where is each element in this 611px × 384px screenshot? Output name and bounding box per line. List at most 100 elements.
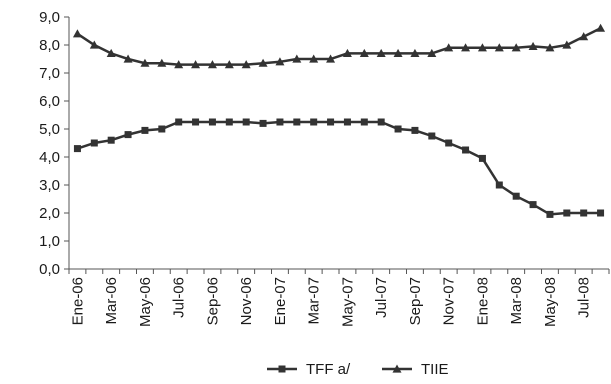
tiie-point — [241, 60, 251, 69]
axes-layer: 0,0 1,0 2,0 3,0 4,0 5,0 6,0 7,0 8,0 9,0 Ene-06 Mar-… — [39, 9, 610, 327]
y-tick-label: 9,0 — [39, 9, 60, 26]
tiie-point — [393, 48, 403, 57]
legend-item: TIIE — [382, 361, 449, 378]
tff-point — [394, 125, 402, 133]
y-tick-label: 3,0 — [39, 177, 60, 194]
tiie-point — [477, 43, 487, 52]
tff-point — [462, 146, 470, 154]
tiie-point — [140, 58, 150, 67]
legend: TFF a/TIIE — [267, 361, 449, 378]
tff-point — [310, 118, 318, 126]
tff-point — [192, 118, 200, 126]
tff-point — [276, 118, 284, 126]
tiie-point — [444, 43, 454, 52]
tff-point — [73, 145, 81, 153]
tiie-point — [427, 48, 437, 57]
x-tick-label: Ene-06 — [69, 277, 86, 325]
tff-point — [360, 118, 368, 126]
tiie-point — [562, 40, 572, 49]
tiie-point — [410, 48, 420, 57]
x-tick-label: Sep-07 — [407, 277, 424, 325]
tiie-point — [461, 43, 471, 52]
tff-point — [445, 139, 453, 147]
y-tick-label: 2,0 — [39, 205, 60, 222]
series-tiie — [72, 23, 606, 69]
y-tick-label: 8,0 — [39, 37, 60, 54]
x-tick-label: Mar-06 — [103, 277, 120, 325]
tff-point — [580, 209, 588, 217]
tff-point — [141, 126, 149, 134]
tff-point — [259, 119, 267, 127]
x-tick-label: May-08 — [542, 277, 559, 327]
y-tick-label: 4,0 — [39, 149, 60, 166]
series-tff — [73, 118, 605, 218]
x-tick-label: Ene-08 — [474, 277, 491, 325]
x-tick-label: Ene-07 — [272, 277, 289, 325]
tiie-point — [511, 43, 521, 52]
tff-point — [175, 118, 183, 126]
tiie-point — [224, 60, 234, 69]
tiie-point — [207, 60, 217, 69]
tiie-point — [106, 48, 116, 57]
x-tick-label: May-06 — [137, 277, 154, 327]
tff-point — [225, 118, 233, 126]
tiie-point — [72, 29, 82, 38]
tiie-point — [342, 48, 352, 57]
tff-point — [411, 126, 419, 134]
tiie-point — [326, 54, 336, 63]
tff-point — [242, 118, 250, 126]
legend-item: TFF a/ — [267, 361, 351, 378]
x-tick-label: Jul-06 — [171, 277, 188, 318]
y-tick-label: 5,0 — [39, 121, 60, 138]
tff-point — [208, 118, 216, 126]
tiie-point — [376, 48, 386, 57]
tff-point — [478, 154, 486, 162]
tiie-point — [275, 57, 285, 66]
legend-marker — [392, 364, 402, 373]
tff-point — [377, 118, 385, 126]
tff-point — [327, 118, 335, 126]
x-tick-label: May-07 — [339, 277, 356, 327]
tff-point — [495, 181, 503, 189]
tiie-point — [292, 54, 302, 63]
tiie-point — [359, 48, 369, 57]
tiie-point — [174, 60, 184, 69]
tiie-point — [123, 54, 133, 63]
tiie-point — [191, 60, 201, 69]
tff-point — [597, 209, 605, 217]
x-tick-label: Nov-07 — [441, 277, 458, 325]
tff-point — [563, 209, 571, 217]
tff-point — [512, 192, 520, 200]
tff-point — [293, 118, 301, 126]
legend-label: TFF a/ — [306, 361, 351, 378]
x-tick-label: Mar-08 — [508, 277, 525, 325]
tiie-point — [157, 58, 167, 67]
series-line — [76, 27, 602, 66]
tff-point — [107, 136, 115, 144]
series-line — [77, 120, 601, 216]
y-tick-label: 1,0 — [39, 233, 60, 250]
tiie-point — [528, 41, 538, 50]
x-tick-label: Mar-07 — [306, 277, 323, 325]
tiie-point — [545, 43, 555, 52]
tiie-point — [596, 23, 606, 32]
tiie-point — [309, 54, 319, 63]
x-tick-label: Jul-07 — [373, 277, 390, 318]
tiie-point — [579, 32, 589, 41]
tff-point — [529, 201, 537, 209]
x-tick-label: Jul-08 — [576, 277, 593, 318]
tff-point — [124, 131, 132, 139]
tff-point — [90, 139, 98, 147]
legend-label: TIIE — [421, 361, 449, 378]
x-tick-label: Sep-06 — [204, 277, 221, 325]
tiie-point — [258, 58, 268, 67]
tff-point — [546, 210, 554, 218]
y-tick-label: 6,0 — [39, 93, 60, 110]
y-tick-label: 0,0 — [39, 261, 60, 278]
x-tick-label: Nov-06 — [238, 277, 255, 325]
legend-marker — [278, 365, 286, 373]
tiie-point — [494, 43, 504, 52]
tiie-point — [89, 40, 99, 49]
